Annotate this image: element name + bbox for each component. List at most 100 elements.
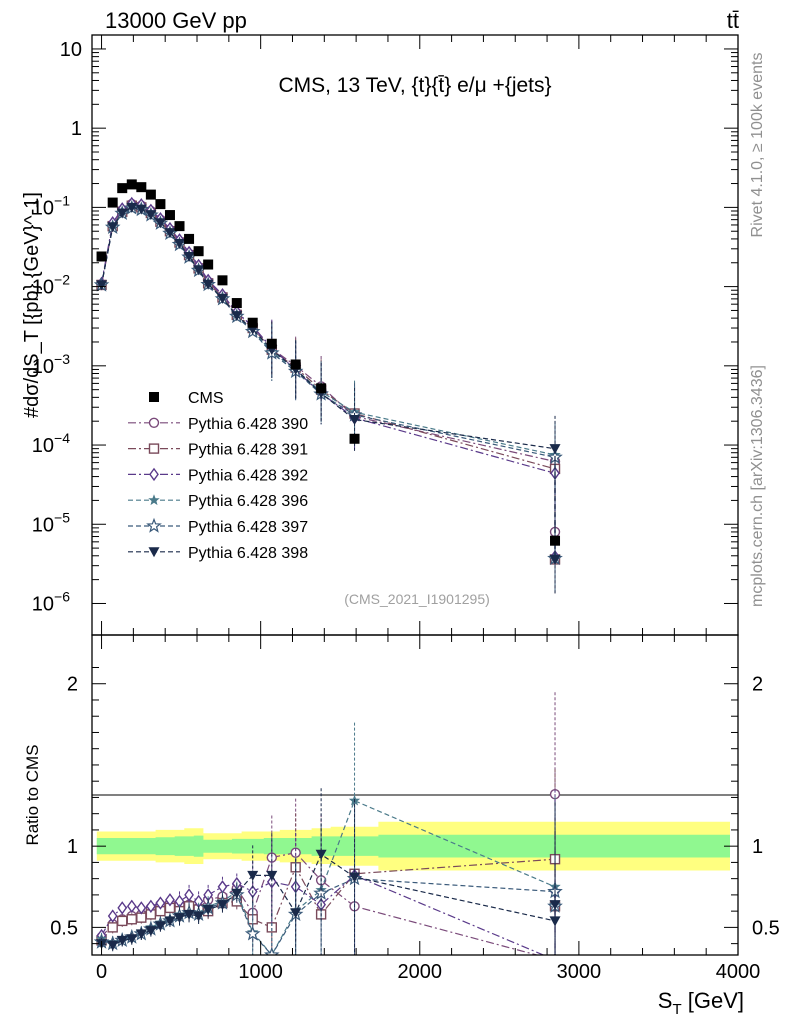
legend-marker-3 <box>149 467 159 482</box>
series-point-5-0 <box>96 280 108 291</box>
ratio-point-2-9 <box>184 888 194 902</box>
series-point-5-4 <box>135 204 147 215</box>
ratio-point-5-11 <box>202 905 214 916</box>
ratio-point-5-20 <box>549 900 561 911</box>
ratio-point-5-19 <box>549 916 561 927</box>
series-0 <box>96 198 561 566</box>
cms-point-0 <box>96 251 107 262</box>
y-tick-exp-7: −6 <box>54 588 70 604</box>
y-tick-base-7: 10 <box>32 593 54 615</box>
ratio-tick-label-0: 2 <box>67 674 78 696</box>
ratio-point-5-3 <box>126 934 138 945</box>
legend: CMS Pythia 6.428 390 Pythia 6.428 391 Pythi… <box>128 390 308 562</box>
y-tick-base-6: 10 <box>32 514 54 536</box>
series-5 <box>96 202 561 594</box>
series-line-5 <box>100 206 556 560</box>
cms-point-3 <box>126 179 137 190</box>
cms-point-5 <box>145 189 156 200</box>
series-line-0 <box>100 203 556 532</box>
cms-data <box>96 179 561 546</box>
ratio-tick-label-right-2: 0.5 <box>752 917 780 939</box>
ratio-point-2-2 <box>117 901 128 915</box>
ratio-uncertainty-bands <box>96 821 731 871</box>
series-point-5-20 <box>549 554 561 565</box>
ratio-line-0 <box>101 794 556 955</box>
ratio-tick-label-2: 0.5 <box>50 917 78 939</box>
ratio-point-5-17 <box>315 849 327 860</box>
ratio-plot-series <box>93 692 563 955</box>
ratio-point-5-2 <box>116 935 128 946</box>
ratio-tick-label-1: 1 <box>67 836 78 858</box>
ratio-point-5-12 <box>216 900 228 911</box>
ratio-point-5-14 <box>247 870 259 881</box>
y-tick-base-5: 10 <box>32 435 54 457</box>
y-tick-label-2: 10−1 <box>32 192 70 219</box>
x-tick-label-0: 0 <box>96 961 107 983</box>
x-axis-label: ST [GeV] <box>658 988 744 1018</box>
x-tick-label-1: 1000 <box>238 961 283 983</box>
rivet-text: Rivet 4.1.0, ≥ 100k events <box>749 53 766 238</box>
series-3 <box>95 201 561 592</box>
cms-point-10 <box>193 246 204 257</box>
ratio-point-4-14 <box>244 925 261 941</box>
cms-point-17 <box>316 383 327 394</box>
cms-point-19 <box>550 535 561 546</box>
cms-point-18 <box>349 433 360 444</box>
mcplots-text: mcplots.cern.ch [arXiv:1306.3436] <box>749 365 766 607</box>
ratio-y-axis-label-text: Ratio to CMS <box>23 744 42 845</box>
series-point-5-9 <box>183 251 195 262</box>
cms-point-9 <box>184 233 195 244</box>
series-point-5-6 <box>154 218 166 229</box>
y-tick-exp-5: −4 <box>54 430 70 446</box>
legend-label-0: CMS <box>188 390 224 407</box>
ratio-point-2-5 <box>146 899 156 913</box>
series-line-1 <box>100 205 556 560</box>
legend-label-3: Pythia 6.428 392 <box>188 467 308 484</box>
y-tick-label-4: 10−3 <box>32 351 70 378</box>
ratio-point-1-1 <box>107 922 118 933</box>
series-point-5-13 <box>231 311 243 322</box>
y-tick-base-4: 10 <box>32 356 54 378</box>
ratio-point-1-2 <box>117 915 128 927</box>
y-axis-label: #dσ/dS_T [{pb} {GeV}^-1] <box>21 192 43 418</box>
y-axis-label-text: #dσ/dS_T [{pb} {GeV}^-1] <box>21 192 43 418</box>
ratio-series-5 <box>96 788 561 955</box>
ratio-point-5-18 <box>349 872 361 883</box>
legend-marker-2 <box>148 443 160 454</box>
y-tick-exp-6: −5 <box>54 509 70 525</box>
x-axis-label-unit: [GeV] <box>682 988 744 1013</box>
ratio-point-5-6 <box>154 921 166 932</box>
cms-point-6 <box>155 199 166 210</box>
series-line-3 <box>100 206 556 558</box>
legend-label-4: Pythia 6.428 396 <box>188 493 308 510</box>
cms-point-12 <box>217 275 228 286</box>
ratio-point-5-7 <box>164 916 176 927</box>
y-tick-label-3: 10−2 <box>32 272 70 299</box>
y-tick-label-6: 10−5 <box>32 509 70 536</box>
y-tick-label-5: 10−4 <box>32 430 70 457</box>
cms-point-14 <box>247 317 258 328</box>
series-point-5-1 <box>107 222 119 233</box>
series-point-5-11 <box>202 279 214 290</box>
series-4 <box>93 199 563 593</box>
axes: 0 1000 2000 3000 400010110−110−210−310−410−5… <box>32 35 780 983</box>
ratio-point-2-1 <box>107 909 118 923</box>
ratio-point-4-15 <box>263 946 280 955</box>
cms-point-7 <box>164 210 175 221</box>
y-tick-label-0: 10 <box>60 39 82 61</box>
series-point-5-10 <box>193 265 205 276</box>
y-tick-label-7: 10−6 <box>32 588 70 615</box>
x-tick-label-2: 2000 <box>398 961 443 983</box>
legend-marker-5 <box>146 517 162 533</box>
watermark: (CMS_2021_I1901295) <box>344 591 490 607</box>
y-tick-exp-2: −1 <box>54 192 70 208</box>
legend-label-2: Pythia 6.428 391 <box>188 442 308 459</box>
series-point-5-18 <box>349 415 361 426</box>
ratio-point-2-3 <box>126 899 137 913</box>
legend-marker-1 <box>148 417 160 428</box>
ratio-point-5-15 <box>266 870 278 881</box>
x-axis-label-sub: T <box>672 1001 681 1018</box>
ratio-point-5-4 <box>135 929 147 940</box>
ratio-point-5-9 <box>183 909 195 920</box>
